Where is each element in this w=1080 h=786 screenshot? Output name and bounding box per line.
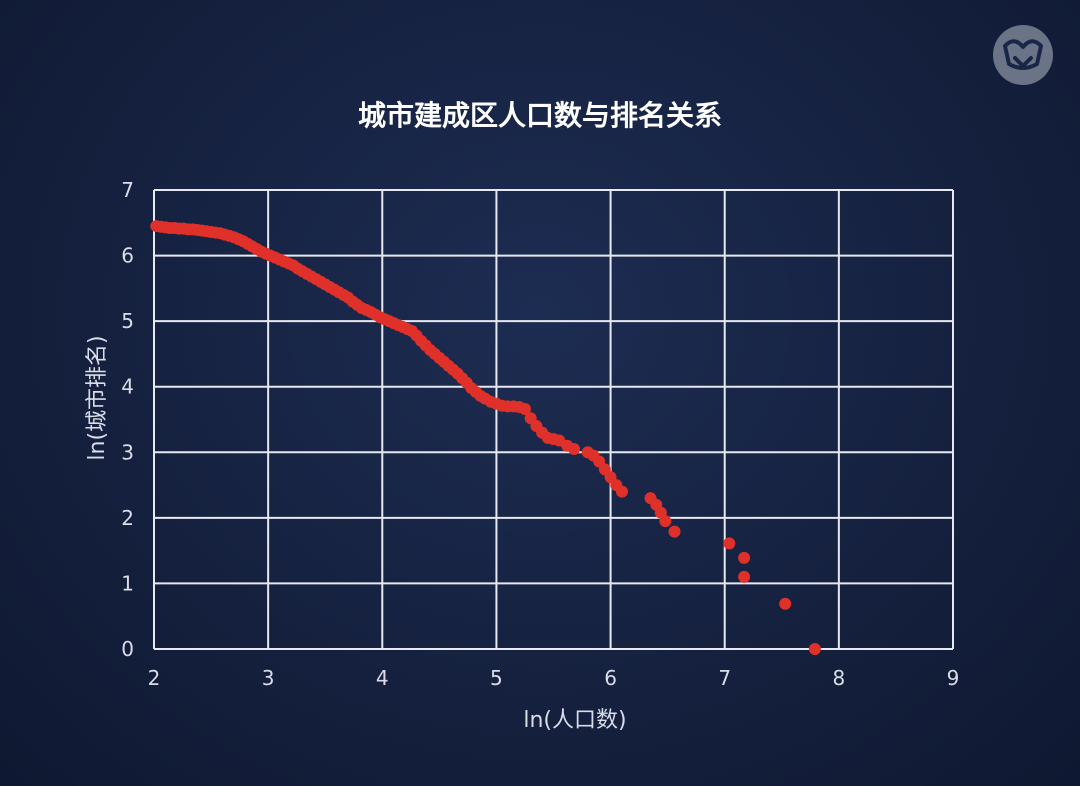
data-point: [615, 485, 628, 498]
y-tick-label: 5: [121, 309, 134, 333]
data-point: [779, 597, 792, 610]
grid: [153, 189, 954, 650]
x-tick-label: 3: [262, 666, 275, 690]
y-tick-label: 7: [121, 178, 134, 202]
x-axis-ticks: 2 3 4 5 6 7 8 9: [148, 666, 960, 690]
x-tick-label: 2: [148, 666, 161, 690]
y-tick-label: 6: [121, 244, 134, 268]
y-axis-ticks: 0 1 2 3 4 5 6 7: [121, 178, 134, 661]
data-point: [518, 403, 531, 416]
x-tick-label: 7: [718, 666, 731, 690]
data-point: [568, 443, 581, 456]
data-points: [150, 220, 821, 655]
y-tick-label: 0: [121, 637, 134, 661]
y-axis-label: ln(城市排名): [85, 335, 110, 460]
data-point: [738, 551, 751, 564]
x-tick-label: 6: [604, 666, 617, 690]
x-tick-label: 8: [832, 666, 845, 690]
x-axis-label: ln(人口数): [523, 708, 626, 733]
data-point: [808, 643, 821, 655]
x-tick-label: 9: [947, 666, 960, 690]
data-point: [738, 570, 751, 583]
x-tick-label: 5: [490, 666, 503, 690]
y-tick-label: 2: [121, 506, 134, 530]
y-tick-label: 3: [121, 440, 134, 464]
data-point: [659, 515, 672, 528]
data-point: [723, 537, 736, 550]
data-point: [668, 525, 681, 538]
chart-title: 城市建成区人口数与排名关系: [358, 99, 722, 132]
y-tick-label: 4: [121, 375, 134, 399]
y-tick-label: 1: [121, 571, 134, 595]
x-tick-label: 4: [376, 666, 389, 690]
brand-logo-icon: [993, 25, 1053, 85]
